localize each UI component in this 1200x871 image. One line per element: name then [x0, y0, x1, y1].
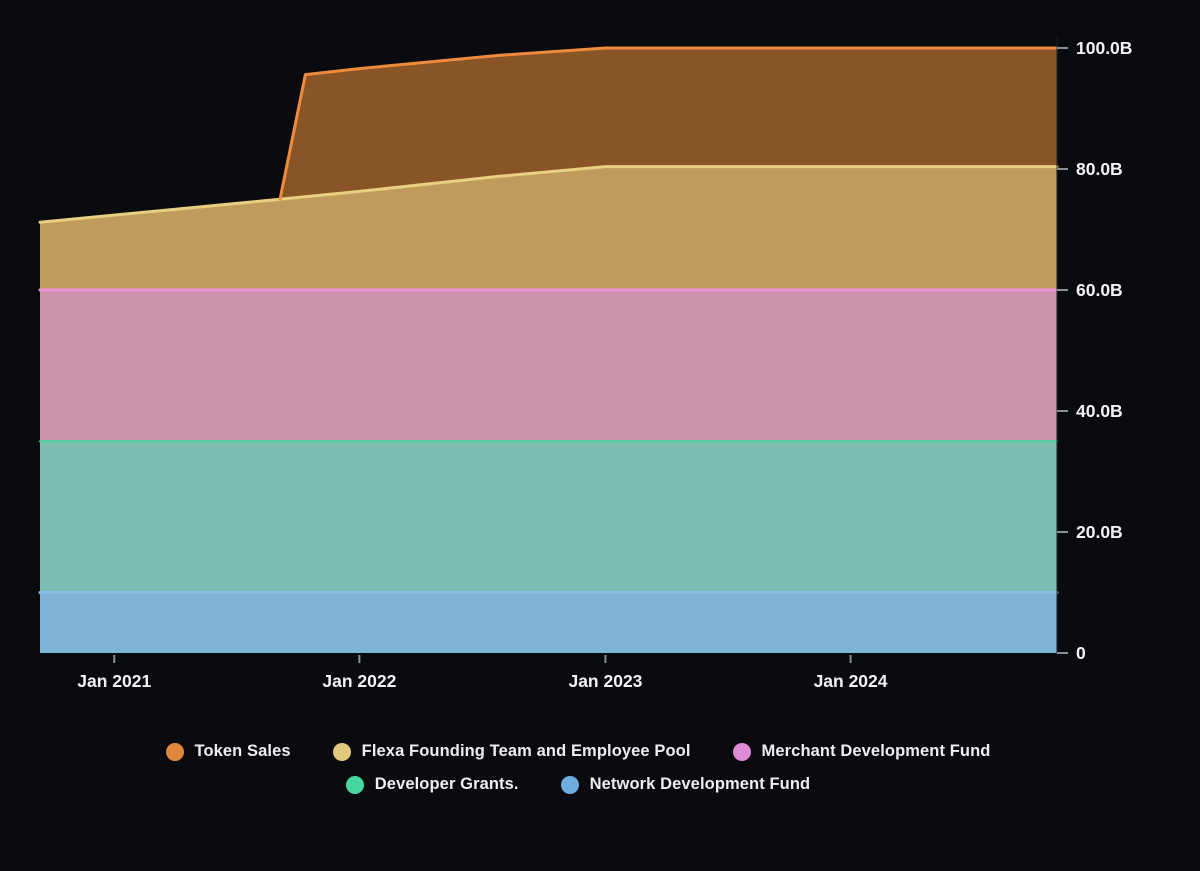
y-axis-label: 80.0B	[1076, 159, 1123, 179]
y-axis-label: 40.0B	[1076, 401, 1123, 421]
line-flexa-founding-team-and-employee-pool	[38, 165, 1059, 224]
y-axis-label: 100.0B	[1076, 38, 1132, 58]
legend-swatch-icon	[560, 775, 579, 794]
chart-legend: Token Sales Flexa Founding Team and Emplo…	[0, 742, 1156, 794]
x-axis-label: Jan 2022	[322, 671, 396, 691]
legend-swatch-icon	[165, 742, 184, 761]
legend-item-flexa-founding-team-and-employee-pool[interactable]: Flexa Founding Team and Employee Pool	[332, 742, 691, 761]
y-axis-label: 60.0B	[1076, 280, 1123, 300]
legend-label: Flexa Founding Team and Employee Pool	[361, 742, 691, 760]
y-axis-label: 20.0B	[1076, 522, 1123, 542]
area-merchant-development-fund[interactable]	[40, 290, 1057, 442]
legend-row: Token Sales Flexa Founding Team and Emplo…	[165, 742, 991, 761]
stacked-area-chart[interactable]: 0 20.0B 40.0B 60.0B 80.0B 100.0B Jan 2021 Jan 2…	[0, 0, 1200, 715]
area-flexa-founding-team-and-employee-pool[interactable]	[40, 166, 1057, 290]
x-axis-label: Jan 2023	[568, 671, 642, 691]
legend-swatch-icon	[732, 742, 751, 761]
legend-label: Developer Grants.	[374, 775, 519, 793]
legend-item-network-development-fund[interactable]: Network Development Fund	[560, 775, 811, 794]
area-developer-grants[interactable]	[40, 441, 1057, 593]
legend-item-developer-grants[interactable]: Developer Grants.	[345, 775, 519, 794]
legend-row: Developer Grants. Network Development Fun…	[345, 775, 811, 794]
area-network-development-fund[interactable]	[40, 592, 1057, 654]
legend-item-token-sales[interactable]: Token Sales	[165, 742, 291, 761]
legend-label: Token Sales	[194, 742, 291, 760]
y-axis-label: 0	[1076, 643, 1086, 663]
area-token-sales[interactable]	[280, 48, 1057, 200]
legend-label: Network Development Fund	[589, 775, 811, 793]
legend-item-merchant-development-fund[interactable]: Merchant Development Fund	[732, 742, 991, 761]
legend-label: Merchant Development Fund	[761, 742, 991, 760]
legend-swatch-icon	[345, 775, 364, 794]
line-token-sales	[278, 46, 1059, 201]
x-axis-label: Jan 2024	[814, 671, 888, 691]
x-axis-label: Jan 2021	[77, 671, 151, 691]
legend-swatch-icon	[332, 742, 351, 761]
